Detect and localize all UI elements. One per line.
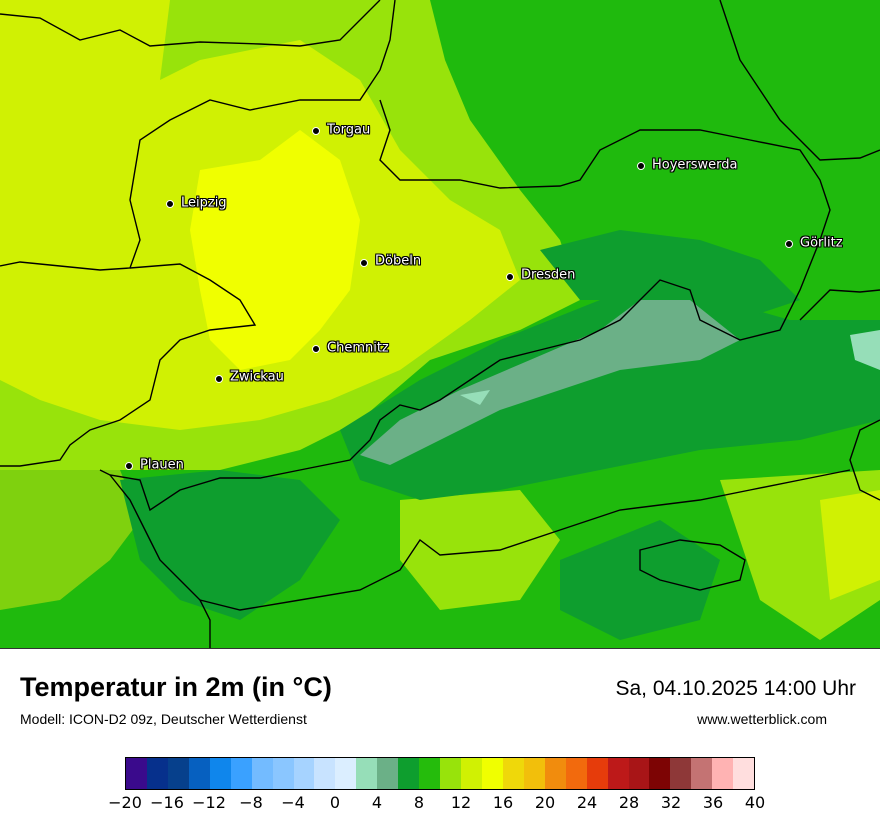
- legend-swatch: [209, 758, 231, 789]
- legend-swatch: [251, 758, 273, 789]
- legend-swatch: [314, 758, 336, 789]
- legend-tick-label: 12: [450, 793, 472, 812]
- legend-tick-label: −20: [108, 793, 142, 812]
- legend-swatch: [230, 758, 252, 789]
- legend-swatch: [419, 758, 441, 789]
- legend-swatch: [335, 758, 357, 789]
- legend-swatch: [628, 758, 650, 789]
- legend-swatch: [733, 758, 755, 789]
- website-label: www.wetterblick.com: [697, 711, 827, 727]
- legend-tick-label: 40: [744, 793, 766, 812]
- city-label-leipzig: Leipzig: [181, 195, 227, 211]
- legend-tick-label: 32: [660, 793, 682, 812]
- legend-swatch: [502, 758, 524, 789]
- city-label-torgau: Torgau: [327, 122, 371, 138]
- legend-tick-label: 0: [329, 793, 341, 812]
- city-marker-leipzig: [166, 200, 174, 208]
- city-marker-goerlitz: [785, 240, 793, 248]
- map-title: Temperatur in 2m (in °C): [20, 672, 332, 702]
- forecast-datetime: Sa, 04.10.2025 14:00 Uhr: [615, 677, 856, 700]
- legend-tick-label: 28: [618, 793, 640, 812]
- legend-swatch: [272, 758, 294, 789]
- legend-swatch: [356, 758, 378, 789]
- temperature-map: Torgau Hoyerswerda Leipzig Döbeln Görlit…: [0, 0, 880, 649]
- city-label-goerlitz: Görlitz: [800, 235, 843, 251]
- city-marker-hoyerswerda: [637, 162, 645, 170]
- color-legend-ticks: −20 −16 −12 −8 −4 0 4 8 12 16 20 24 28 32 36 40: [108, 793, 765, 818]
- model-source: Modell: ICON-D2 09z, Deutscher Wetterdie…: [20, 711, 307, 727]
- legend-tick-label: 8: [413, 793, 425, 812]
- legend-swatch: [523, 758, 545, 789]
- city-marker-dresden: [506, 273, 514, 281]
- legend-tick-label: 36: [702, 793, 724, 812]
- legend-swatch: [377, 758, 399, 789]
- city-marker-torgau: [312, 127, 320, 135]
- legend-swatch: [188, 758, 210, 789]
- legend-swatch: [670, 758, 692, 789]
- legend-swatch: [293, 758, 315, 789]
- legend-swatch: [607, 758, 629, 789]
- legend-swatch: [440, 758, 461, 789]
- legend-swatch: [126, 758, 147, 789]
- city-label-hoyerswerda: Hoyerswerda: [652, 157, 738, 173]
- legend-swatch: [167, 758, 189, 789]
- legend-tick-label: 16: [492, 793, 514, 812]
- legend-tick-label: −12: [192, 793, 226, 812]
- legend-swatch: [146, 758, 168, 789]
- legend-swatch: [544, 758, 566, 789]
- city-label-zwickau: Zwickau: [230, 369, 284, 385]
- legend-swatch: [461, 758, 482, 789]
- city-label-chemnitz: Chemnitz: [327, 340, 389, 356]
- legend-swatch: [481, 758, 503, 789]
- city-label-doebeln: Döbeln: [375, 253, 422, 269]
- city-label-dresden: Dresden: [521, 267, 576, 283]
- legend-swatch: [649, 758, 671, 789]
- legend-tick-label: 24: [576, 793, 598, 812]
- legend-swatch: [565, 758, 587, 789]
- legend-tick-label: −8: [239, 793, 263, 812]
- city-marker-plauen: [125, 462, 133, 470]
- legend-swatch: [691, 758, 713, 789]
- legend-swatch: [712, 758, 734, 789]
- legend-tick-label: 20: [534, 793, 556, 812]
- color-legend-bar: [125, 757, 755, 790]
- legend-swatch: [586, 758, 608, 789]
- legend-tick-label: 4: [371, 793, 383, 812]
- city-marker-chemnitz: [312, 345, 320, 353]
- city-marker-zwickau: [215, 375, 223, 383]
- city-label-plauen: Plauen: [140, 457, 184, 473]
- temperature-field: [0, 0, 880, 648]
- legend-tick-label: −4: [281, 793, 305, 812]
- city-marker-doebeln: [360, 259, 368, 267]
- legend-swatch: [398, 758, 420, 789]
- legend-tick-label: −16: [150, 793, 184, 812]
